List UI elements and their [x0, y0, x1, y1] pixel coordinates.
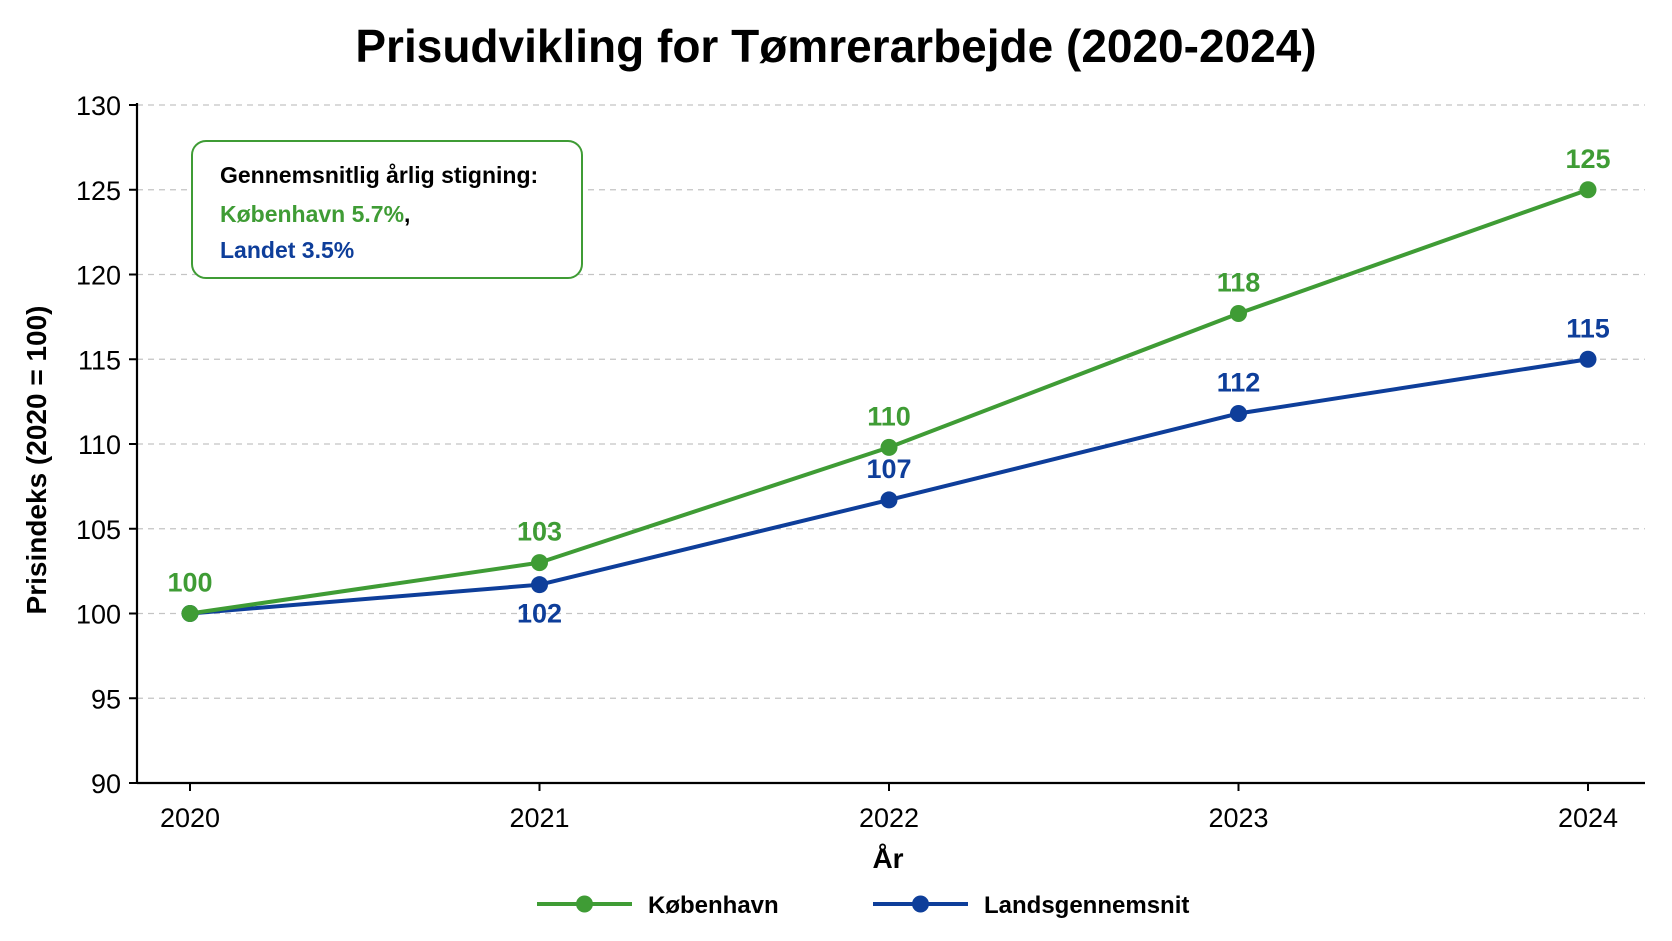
data-label-copenhagen-2024: 125 [1565, 144, 1610, 174]
point-copenhagen-2021 [531, 554, 548, 572]
data-label-national-2023: 112 [1217, 367, 1261, 397]
point-national-2022 [880, 491, 898, 509]
data-label-copenhagen-2021: 103 [517, 517, 562, 547]
y-tick-label-100: 100 [76, 600, 121, 630]
annotation-copenhagen-value: København 5.7% [220, 201, 404, 227]
annotation-separator: , [404, 201, 410, 227]
point-national-2024 [1579, 350, 1597, 368]
x-tick-label-2021: 2021 [509, 803, 569, 833]
data-label-national-2022: 107 [866, 454, 911, 484]
y-tick-label-125: 125 [76, 176, 121, 206]
point-national-2021 [531, 576, 548, 594]
annotation-box: Gennemsnitlig årlig stigning: København … [191, 140, 583, 279]
legend-label-copenhagen: København [648, 892, 779, 919]
series [181, 181, 1597, 622]
legend-marker-national [912, 895, 929, 913]
y-tick-label-115: 115 [78, 345, 121, 375]
data-label-copenhagen-2022: 110 [867, 401, 911, 431]
data-labels: 100 103 110 118 125 102 107 112 115 [167, 144, 1610, 629]
y-axis-ticks: 90 95 100 105 110 115 120 125 130 [76, 91, 137, 799]
y-tick-label-90: 90 [91, 769, 121, 799]
data-label-national-2021: 102 [517, 599, 562, 629]
legend: København Landsgennemsnit [537, 892, 1189, 919]
x-tick-label-2024: 2024 [1558, 803, 1618, 833]
y-tick-label-110: 110 [78, 430, 121, 460]
x-axis-ticks: 2020 2021 2022 2023 2024 [160, 783, 1618, 833]
annotation-line-national: Landet 3.5% [220, 237, 354, 263]
annotation-heading: Gennemsnitlig årlig stigning: [220, 162, 538, 188]
point-national-2023 [1230, 404, 1247, 422]
x-tick-label-2020: 2020 [160, 803, 220, 833]
x-tick-label-2022: 2022 [859, 803, 919, 833]
y-tick-label-95: 95 [91, 684, 121, 714]
y-tick-label-120: 120 [76, 261, 121, 291]
point-copenhagen-2023 [1230, 304, 1247, 322]
x-tick-label-2023: 2023 [1208, 803, 1268, 833]
data-label-copenhagen-2020: 100 [167, 568, 212, 598]
legend-marker-copenhagen [576, 895, 593, 913]
y-tick-label-105: 105 [76, 515, 121, 545]
legend-label-national: Landsgennemsnit [984, 892, 1189, 919]
data-label-national-2024: 115 [1566, 313, 1610, 343]
chart-title: Prisudvikling for Tømrerarbejde (2020-20… [355, 20, 1316, 72]
data-label-copenhagen-2023: 118 [1217, 267, 1261, 297]
y-axis-label: Prisindeks (2020 = 100) [21, 306, 52, 615]
y-tick-label-130: 130 [76, 91, 121, 121]
series-line-national [189, 357, 1589, 616]
point-copenhagen-2020 [181, 605, 199, 622]
annotation-line-copenhagen: København 5.7%, [220, 201, 410, 227]
point-copenhagen-2022 [880, 438, 898, 456]
x-axis-label: År [872, 843, 903, 874]
annotation-border [191, 140, 583, 279]
point-copenhagen-2024 [1579, 181, 1597, 199]
